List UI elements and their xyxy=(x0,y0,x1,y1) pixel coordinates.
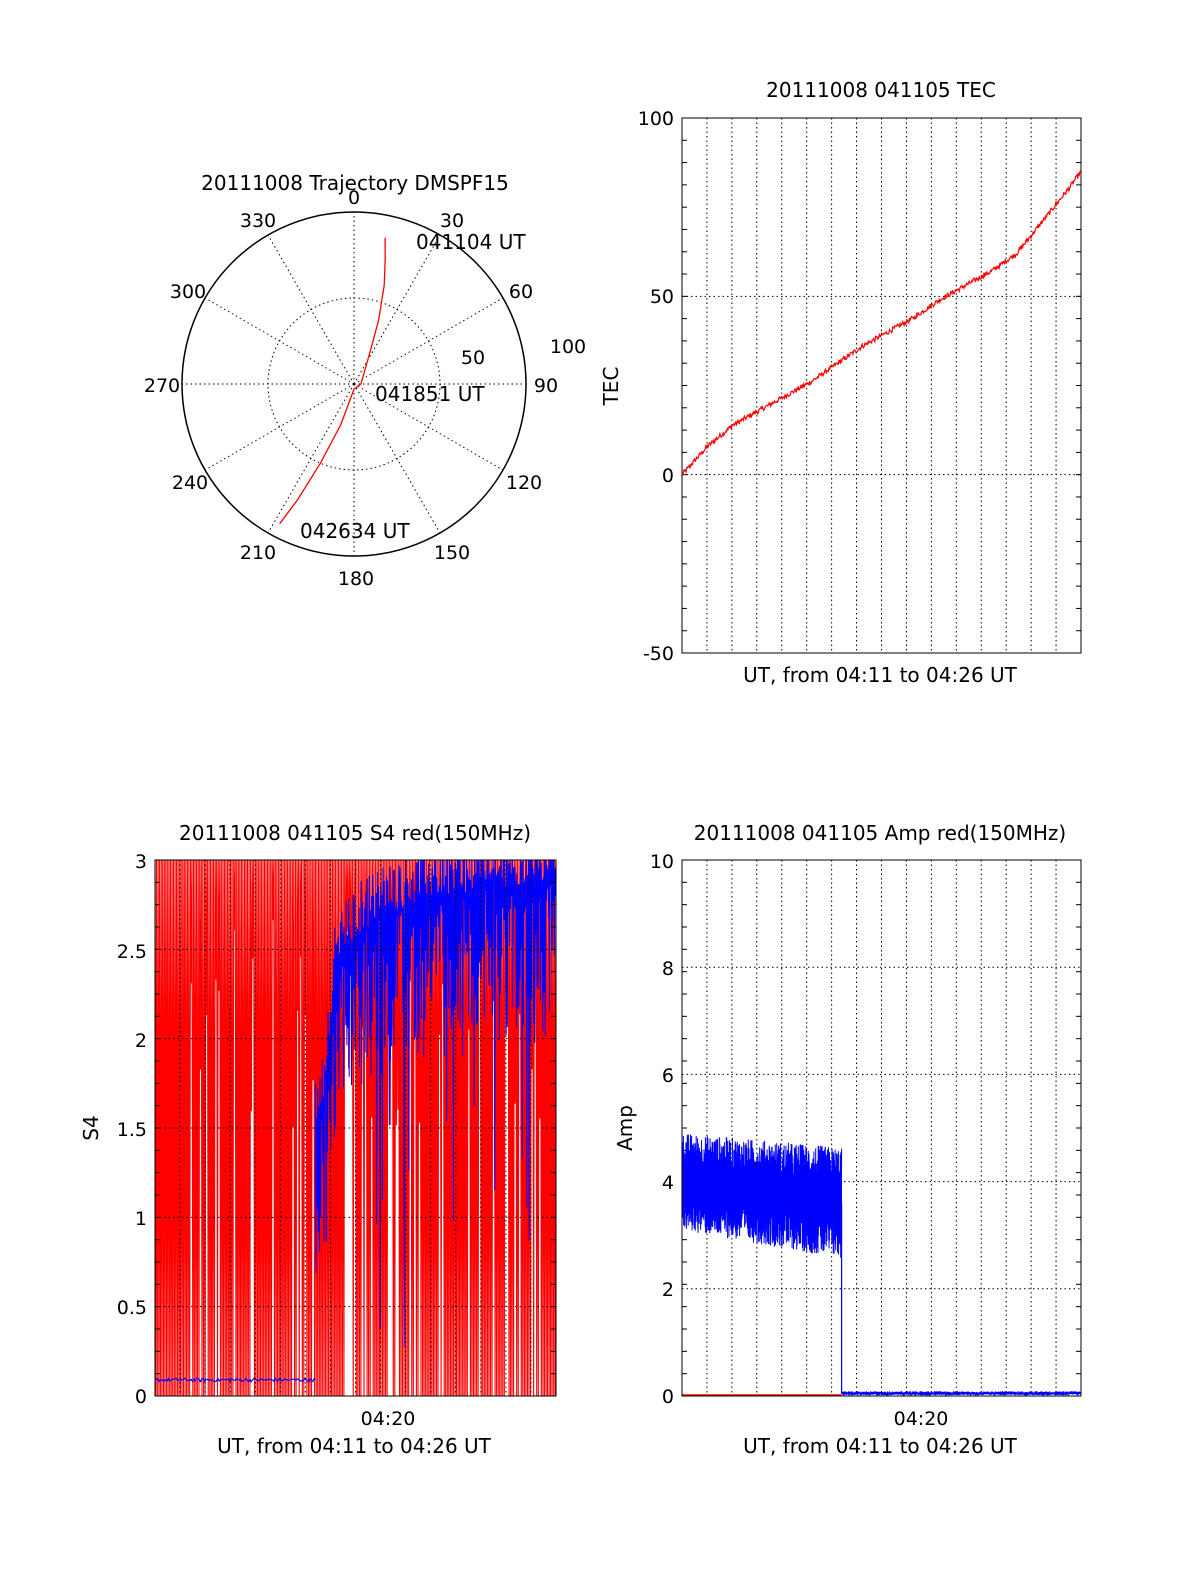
s4-ytick-0.5: 0.5 xyxy=(117,1297,147,1319)
angle-label-300: 300 xyxy=(170,281,206,303)
angle-label-180: 180 xyxy=(338,568,374,590)
polar-spoke-330 xyxy=(267,234,355,385)
polar-spoke-240 xyxy=(204,383,355,471)
amp-xlabel: UT, from 04:11 to 04:26 UT xyxy=(743,1434,1018,1458)
angle-label-90: 90 xyxy=(534,375,558,397)
angle-label-150: 150 xyxy=(434,542,470,564)
s4-plot-frame xyxy=(154,859,557,1397)
polar-spoke-30 xyxy=(353,234,441,385)
s4-ytick-1.5: 1.5 xyxy=(117,1119,147,1141)
s4-blue-series xyxy=(154,859,557,1383)
tec-xlabel: UT, from 04:11 to 04:26 UT xyxy=(743,663,1018,687)
s4-ylabel: S4 xyxy=(79,1115,103,1140)
amp-ytick-2: 2 xyxy=(662,1279,674,1301)
tec-ytick-50: 50 xyxy=(650,286,674,308)
polar-spoke-210 xyxy=(267,383,355,534)
tec-ytick-100: 100 xyxy=(638,108,674,130)
amp-chart: 20111008 041105 Amp red(150MHz) 10 8 6 4… xyxy=(613,821,1082,1458)
amp-xtick-0420: 04:20 xyxy=(894,1408,949,1430)
s4-blue-active-line xyxy=(314,859,557,1348)
tec-series-line xyxy=(681,169,1082,477)
tec-ylabel: TEC xyxy=(599,367,623,407)
s4-ytick-2: 2 xyxy=(135,1030,147,1052)
radial-label-50: 50 xyxy=(461,347,485,369)
s4-blue-flat-line xyxy=(154,1376,316,1383)
tec-ytick-neg50: -50 xyxy=(643,643,674,665)
polar-spoke-300 xyxy=(204,297,355,385)
s4-ytick-3: 3 xyxy=(135,851,147,873)
angle-label-330: 330 xyxy=(240,210,276,232)
amp-title: 20111008 041105 Amp red(150MHz) xyxy=(694,821,1066,845)
amp-grid xyxy=(682,860,1081,1396)
annotation-end-time: 042634 UT xyxy=(300,519,410,543)
s4-chart: 20111008 041105 S4 red(150MHz) 3 2.5 2 1… xyxy=(79,821,557,1458)
annotation-mid-time: 041851 UT xyxy=(375,382,485,406)
angle-label-30: 30 xyxy=(440,210,464,232)
amp-ytick-6: 6 xyxy=(662,1065,674,1087)
angle-label-240: 240 xyxy=(172,472,208,494)
amp-blue-series xyxy=(681,1134,1082,1397)
s4-ytick-1: 1 xyxy=(135,1208,147,1230)
radial-label-100: 100 xyxy=(550,336,586,358)
s4-grid xyxy=(155,860,556,1396)
tec-ytick-0: 0 xyxy=(662,465,674,487)
polar-spoke-150 xyxy=(353,383,441,534)
tec-chart: 20111008 041105 TEC 100 50 0 -50 TEC UT,… xyxy=(599,78,1082,687)
amp-ylabel: Amp xyxy=(613,1105,637,1151)
polar-trajectory-chart: 20111008 Trajectory DMSPF15 0 30 60 90 1… xyxy=(144,171,586,590)
amp-blue-segment-1 xyxy=(841,1390,1082,1397)
polar-angle-labels: 0 30 60 90 120 150 180 210 240 270 300 3… xyxy=(144,187,558,590)
polar-spoke-120 xyxy=(353,383,504,471)
amp-ytick-0: 0 xyxy=(662,1386,674,1408)
tec-title: 20111008 041105 TEC xyxy=(766,78,996,102)
polar-grid xyxy=(181,211,527,557)
amp-ytick-4: 4 xyxy=(662,1172,674,1194)
trajectory-line xyxy=(279,237,386,525)
angle-label-270: 270 xyxy=(144,375,180,397)
tec-plot-frame xyxy=(681,117,1082,654)
s4-xlabel: UT, from 04:11 to 04:26 UT xyxy=(217,1434,492,1458)
polar-spoke-60 xyxy=(353,297,504,385)
s4-ytick-0: 0 xyxy=(135,1386,147,1408)
s4-xtick-0420: 04:20 xyxy=(361,1408,416,1430)
amp-plot-frame xyxy=(681,859,1082,1397)
s4-title: 20111008 041105 S4 red(150MHz) xyxy=(179,821,531,845)
angle-label-60: 60 xyxy=(509,281,533,303)
amp-blue-segment-0 xyxy=(681,1134,843,1258)
tec-grid xyxy=(682,118,1081,653)
angle-label-120: 120 xyxy=(506,472,542,494)
s4-ytick-2.5: 2.5 xyxy=(117,941,147,963)
amp-ytick-10: 10 xyxy=(650,851,674,873)
polar-title: 20111008 Trajectory DMSPF15 xyxy=(201,171,509,195)
angle-label-0: 0 xyxy=(348,187,360,209)
annotation-start-time: 041104 UT xyxy=(416,230,526,254)
angle-label-210: 210 xyxy=(240,542,276,564)
amp-ytick-8: 8 xyxy=(662,958,674,980)
